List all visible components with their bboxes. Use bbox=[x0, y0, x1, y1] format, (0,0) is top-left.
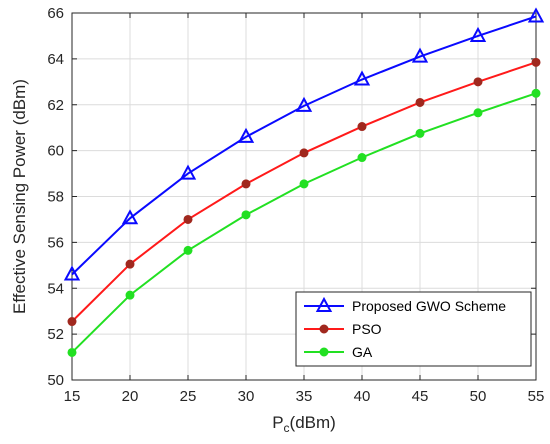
data-point bbox=[319, 324, 329, 334]
x-axis-ticks: 15 20 25 30 35 40 45 50 55 bbox=[64, 13, 545, 405]
series-ga bbox=[67, 88, 541, 357]
y-tick-label: 66 bbox=[47, 5, 64, 22]
legend: Proposed GWO Scheme PSO GA bbox=[295, 291, 532, 367]
x-tick-label: 50 bbox=[470, 388, 487, 405]
data-point bbox=[183, 245, 193, 255]
data-point bbox=[357, 153, 367, 163]
legend-entry: PSO bbox=[304, 321, 382, 337]
legend-entry: Proposed GWO Scheme bbox=[304, 296, 506, 314]
data-point bbox=[295, 96, 313, 112]
data-point bbox=[415, 97, 425, 107]
y-axis-ticks: 50 52 54 56 58 60 62 64 66 bbox=[47, 5, 536, 389]
y-axis-label: Effective Sensing Power (dBm) bbox=[10, 79, 29, 314]
legend-label: GA bbox=[352, 344, 373, 360]
y-tick-label: 52 bbox=[47, 326, 64, 343]
series-pso bbox=[67, 57, 541, 327]
data-point bbox=[415, 128, 425, 138]
y-tick-label: 58 bbox=[47, 189, 64, 206]
legend-entry: GA bbox=[304, 344, 373, 360]
data-point bbox=[179, 164, 197, 180]
data-point bbox=[469, 26, 487, 42]
series-line bbox=[71, 15, 537, 276]
x-tick-label: 20 bbox=[122, 388, 139, 405]
data-point bbox=[241, 179, 251, 189]
data-point bbox=[357, 122, 367, 132]
x-tick-label: 40 bbox=[354, 388, 371, 405]
data-point bbox=[67, 347, 77, 357]
x-tick-label: 15 bbox=[64, 388, 81, 405]
data-point bbox=[183, 214, 193, 224]
data-point bbox=[531, 57, 541, 67]
x-tick-label: 55 bbox=[528, 388, 545, 405]
x-tick-label: 35 bbox=[296, 388, 313, 405]
data-point bbox=[125, 290, 135, 300]
data-point bbox=[353, 70, 371, 86]
data-point bbox=[473, 108, 483, 118]
x-tick-label: 25 bbox=[180, 388, 197, 405]
series-lines bbox=[63, 7, 545, 357]
data-point bbox=[319, 347, 329, 357]
data-point bbox=[125, 259, 135, 269]
data-point bbox=[411, 47, 429, 63]
legend-label: Proposed GWO Scheme bbox=[352, 298, 506, 314]
y-tick-label: 54 bbox=[47, 280, 64, 297]
y-tick-label: 62 bbox=[47, 97, 64, 114]
y-tick-label: 60 bbox=[47, 143, 64, 160]
data-point bbox=[527, 7, 545, 23]
x-tick-label: 30 bbox=[238, 388, 255, 405]
data-point bbox=[63, 265, 81, 281]
x-tick-label: 45 bbox=[412, 388, 429, 405]
data-point bbox=[299, 148, 309, 158]
data-point bbox=[237, 127, 255, 143]
data-point bbox=[121, 209, 139, 225]
data-point bbox=[531, 88, 541, 98]
data-point bbox=[315, 296, 333, 312]
y-tick-label: 50 bbox=[47, 372, 64, 389]
data-point bbox=[473, 77, 483, 87]
data-point bbox=[299, 179, 309, 189]
data-point bbox=[241, 210, 251, 220]
data-point bbox=[67, 317, 77, 327]
legend-label: PSO bbox=[352, 321, 382, 337]
y-tick-label: 64 bbox=[47, 51, 64, 68]
y-tick-label: 56 bbox=[47, 234, 64, 251]
x-axis-label: Pc(dBm) bbox=[272, 413, 336, 435]
series-proposed-gwo-scheme bbox=[63, 7, 545, 281]
